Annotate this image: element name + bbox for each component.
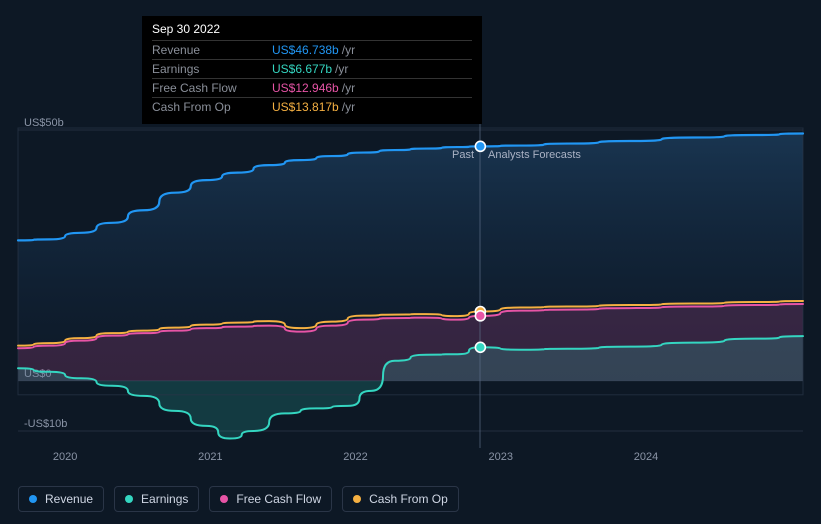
legend-label: Earnings [141,492,188,506]
legend-dot [220,495,228,503]
tooltip-row: Free Cash FlowUS$12.946b/yr [152,79,472,98]
tooltip-date: Sep 30 2022 [152,22,472,36]
tooltip-row: Cash From OpUS$13.817b/yr [152,98,472,117]
legend-dot [29,495,37,503]
tooltip-row: EarningsUS$6.677b/yr [152,60,472,79]
financial-chart: US$50bUS$0-US$10bPastAnalysts Forecasts2… [0,0,821,524]
svg-text:2022: 2022 [343,451,367,463]
tooltip-row-value: US$6.677b/yr [272,60,472,79]
tooltip-row-value: US$13.817b/yr [272,98,472,117]
legend-dot [125,495,133,503]
svg-text:Past: Past [452,149,474,161]
svg-text:2021: 2021 [198,451,222,463]
legend-item[interactable]: Earnings [114,486,199,512]
svg-text:2024: 2024 [634,451,658,463]
legend-label: Revenue [45,492,93,506]
tooltip-row-label: Revenue [152,41,272,60]
chart-legend: Revenue Earnings Free Cash Flow Cash From O… [18,486,459,512]
legend-item[interactable]: Cash From Op [342,486,459,512]
legend-item[interactable]: Free Cash Flow [209,486,332,512]
tooltip-row-label: Cash From Op [152,98,272,117]
tooltip-row-label: Earnings [152,60,272,79]
tooltip-table: RevenueUS$46.738b/yrEarningsUS$6.677b/yr… [152,40,472,116]
tooltip-row-value: US$12.946b/yr [272,79,472,98]
svg-text:2023: 2023 [489,451,513,463]
svg-text:US$50b: US$50b [24,117,64,129]
svg-text:2020: 2020 [53,451,77,463]
tooltip-row-value: US$46.738b/yr [272,41,472,60]
svg-text:Analysts Forecasts: Analysts Forecasts [488,149,581,161]
legend-label: Cash From Op [369,492,448,506]
chart-tooltip: Sep 30 2022 RevenueUS$46.738b/yrEarnings… [142,16,482,124]
legend-dot [353,495,361,503]
legend-item[interactable]: Revenue [18,486,104,512]
svg-text:-US$10b: -US$10b [24,418,67,430]
tooltip-row: RevenueUS$46.738b/yr [152,41,472,60]
tooltip-row-label: Free Cash Flow [152,79,272,98]
legend-label: Free Cash Flow [236,492,321,506]
